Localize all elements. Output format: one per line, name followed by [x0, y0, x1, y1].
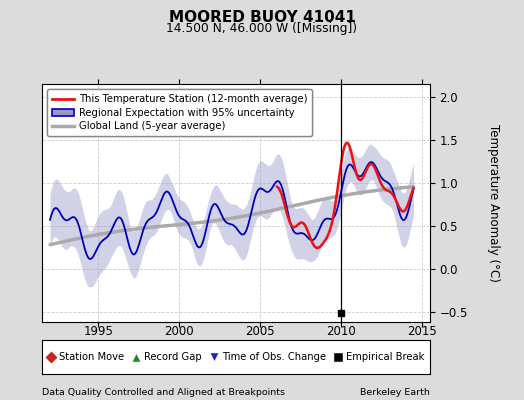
- Text: 2005: 2005: [245, 325, 275, 338]
- Text: Data Quality Controlled and Aligned at Breakpoints: Data Quality Controlled and Aligned at B…: [42, 388, 285, 397]
- Text: 1995: 1995: [83, 325, 113, 338]
- Text: 2000: 2000: [165, 325, 194, 338]
- Text: MOORED BUOY 41041: MOORED BUOY 41041: [169, 10, 355, 25]
- Text: 2010: 2010: [326, 325, 356, 338]
- Y-axis label: Temperature Anomaly (°C): Temperature Anomaly (°C): [487, 124, 500, 282]
- Legend: Station Move, Record Gap, Time of Obs. Change, Empirical Break: Station Move, Record Gap, Time of Obs. C…: [43, 348, 429, 366]
- Text: Berkeley Earth: Berkeley Earth: [360, 388, 430, 397]
- Text: 2015: 2015: [407, 325, 436, 338]
- Legend: This Temperature Station (12-month average), Regional Expectation with 95% uncer: This Temperature Station (12-month avera…: [47, 89, 312, 136]
- Text: 14.500 N, 46.000 W ([Missing]): 14.500 N, 46.000 W ([Missing]): [167, 22, 357, 35]
